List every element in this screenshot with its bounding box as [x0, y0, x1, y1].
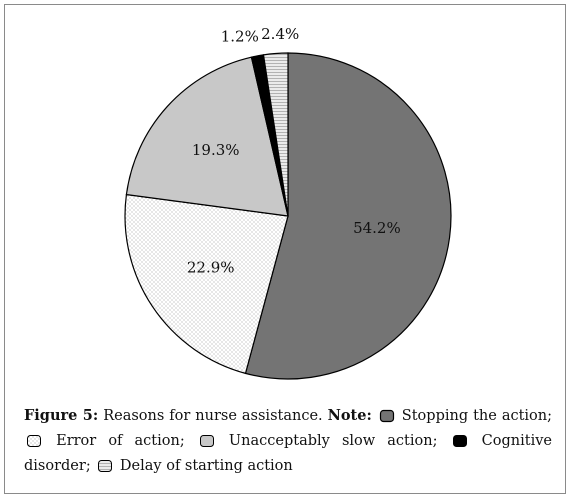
pie-slice-error: [124, 193, 289, 375]
caption-title: Reasons for nurse assistance.: [98, 408, 328, 424]
pie-slice-slow: [125, 56, 289, 217]
legend-text-cognitive: Cognitive disorder;: [24, 433, 552, 474]
pie-chart: 54.2% 22.9% 19.3% 1.2% 2.4%: [124, 25, 452, 380]
legend-key-cognitive: [452, 433, 468, 455]
pie-slice-delay: [262, 52, 289, 217]
legend-key-delay: [97, 458, 113, 480]
note-label: Note:: [327, 407, 372, 424]
pie-label-error: 22.9%: [187, 259, 235, 277]
pie-label-slow: 19.3%: [192, 141, 240, 159]
figure-frame: 54.2% 22.9% 19.3% 1.2% 2.4% Figure 5: Reason…: [4, 4, 566, 494]
legend-text-stopping: Stopping the action;: [396, 408, 553, 424]
pie-label-cognitive: 1.2%: [221, 28, 259, 46]
legend-text-error: Error of action;: [44, 433, 185, 449]
legend-key-slow: [199, 433, 215, 455]
pie-slice-stopping: [244, 52, 452, 380]
legend-text-delay: Delay of starting action: [115, 458, 293, 474]
figure-caption: Figure 5: Reasons for nurse assistance. …: [24, 405, 552, 480]
pie-label-delay: 2.4%: [261, 25, 299, 43]
pie-label-stopping: 54.2%: [353, 219, 401, 237]
legend-key-error: [26, 433, 42, 455]
figure-label: Figure 5:: [24, 407, 99, 424]
legend-key-stopping: [379, 408, 395, 430]
legend-text-slow: Unacceptably slow action;: [216, 433, 438, 449]
